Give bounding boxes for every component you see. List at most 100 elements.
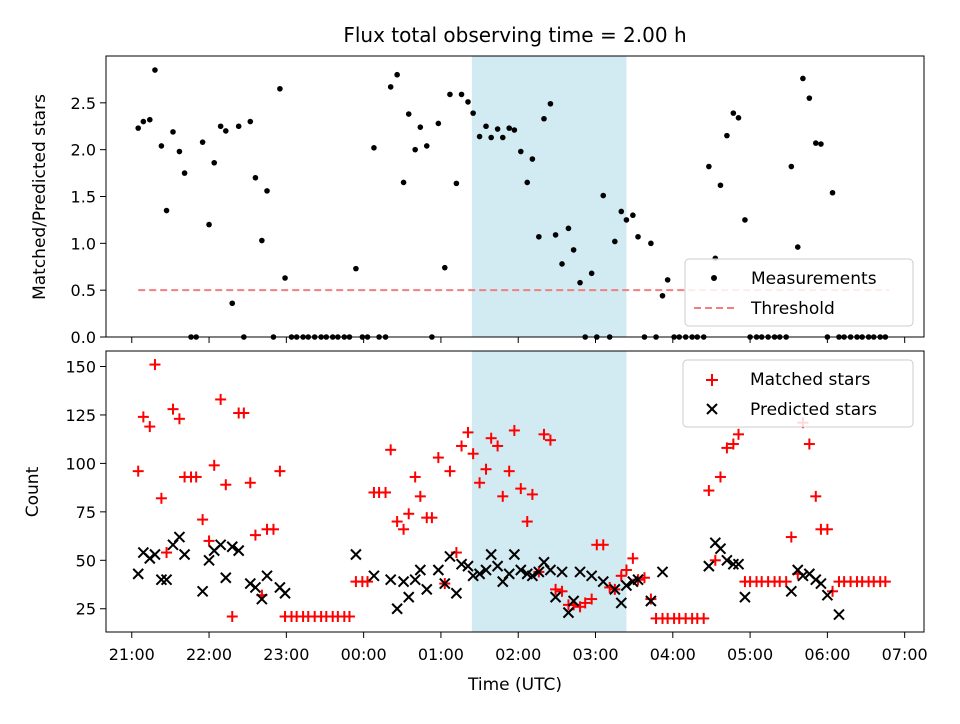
measurement-point: [387, 84, 394, 90]
measurement-point: [800, 75, 806, 82]
measurement-point: [259, 237, 265, 244]
measurement-point: [706, 163, 712, 170]
x-tick-label: 04:00: [650, 645, 696, 664]
measurement-point: [152, 67, 158, 73]
legend-measurements-label: Measurements: [751, 269, 877, 289]
matched-star-point: [620, 564, 632, 576]
predicted-star-point: [567, 595, 580, 607]
bottom-y-ticks: 25 50 75 100 125 150: [65, 358, 106, 619]
x-tick-label: 21:00: [109, 645, 155, 664]
bottom-legend: Matched stars Predicted stars: [682, 359, 914, 428]
measurement-point: [158, 143, 165, 149]
predicted-star-point: [562, 606, 575, 619]
measurement-point: [499, 134, 506, 141]
matched-star-point: [409, 471, 421, 483]
predicted-star-point: [508, 548, 521, 561]
matched-star-point: [362, 576, 374, 588]
predicted-star-point: [526, 570, 539, 582]
predicted-star-point: [450, 587, 463, 599]
measurement-point: [735, 115, 742, 121]
matched-star-point: [474, 477, 486, 489]
predicted-star-point: [645, 595, 657, 607]
measurement-point: [536, 233, 542, 240]
matched-star-point: [173, 413, 185, 425]
y-tick-label: 75: [76, 503, 96, 522]
measurement-point: [659, 292, 666, 299]
predicted-star-point: [714, 542, 727, 555]
matched-star-point: [503, 465, 515, 477]
predicted-star-point: [196, 585, 209, 598]
matched-star-point: [721, 442, 733, 454]
measurement-point: [282, 275, 288, 281]
matched-star-point: [709, 554, 721, 566]
matched-star-point: [538, 428, 550, 440]
y-tick-label: 1.0: [71, 234, 96, 253]
x-tick-label: 22:00: [186, 645, 232, 664]
matched-star-point: [879, 576, 891, 588]
matched-star-point: [544, 434, 556, 446]
predicted-star-point: [178, 548, 191, 561]
x-tick-label: 03:00: [572, 645, 618, 664]
matched-star-point: [485, 432, 497, 444]
predicted-star-point: [226, 541, 238, 553]
matched-star-point: [167, 403, 179, 415]
matched-star-point: [244, 477, 256, 489]
measurement-point: [547, 100, 554, 107]
matched-star-point: [132, 465, 144, 477]
matched-star-point: [403, 508, 415, 520]
predicted-star-point: [833, 608, 845, 621]
matched-star-point: [391, 516, 403, 528]
measurement-point: [618, 208, 625, 215]
predicted-star-point: [397, 575, 410, 588]
predicted-star-point: [721, 554, 733, 567]
matched-star-point: [521, 516, 533, 528]
measurement-point: [812, 140, 819, 146]
predicted-star-point: [249, 581, 262, 594]
predicted-star-point: [515, 564, 527, 576]
measurement-point: [206, 221, 212, 228]
predicted-star-point: [656, 566, 669, 578]
predicted-star-point: [503, 568, 515, 580]
measurement-point: [742, 217, 748, 223]
measurement-point: [223, 128, 229, 134]
measurement-point: [453, 180, 460, 187]
predicted-star-point: [214, 539, 227, 551]
matched-star-point: [161, 547, 173, 559]
predicted-star-point: [391, 603, 403, 615]
measurement-point: [506, 125, 513, 131]
top-legend: Measurements Threshold: [684, 258, 914, 327]
x-tick-label: 05:00: [727, 645, 773, 664]
predicted-star-point: [556, 566, 568, 578]
matched-star-point: [714, 471, 726, 483]
matched-star-point: [821, 523, 833, 535]
y-tick-label: 25: [76, 600, 96, 619]
predicted-star-point: [455, 558, 468, 570]
measurement-point: [394, 71, 400, 78]
measurement-point: [135, 125, 142, 131]
predicted-star-point: [421, 583, 433, 596]
matched-star-point: [215, 393, 227, 405]
measurement-point: [541, 115, 547, 122]
matched-star-point: [780, 576, 792, 588]
measurement-point: [423, 143, 430, 149]
matched-star-point: [444, 465, 456, 477]
bottom-plot-frame: [105, 350, 925, 633]
predicted-star-point: [549, 591, 562, 603]
measurement-point: [217, 123, 224, 130]
predicted-star-point: [620, 579, 633, 592]
predicted-star-point: [732, 558, 745, 570]
y-tick-label: 2.0: [71, 141, 96, 160]
measurement-point: [476, 133, 483, 140]
matched-star-point: [197, 514, 209, 526]
matched-star-point: [586, 593, 598, 605]
predicted-star-point: [632, 573, 644, 586]
top-x-ticks: [131, 337, 906, 343]
top-legend-box: [684, 258, 914, 327]
measurement-point: [730, 110, 737, 116]
matched-star-point: [515, 483, 527, 495]
matched-star-point: [137, 411, 149, 423]
predicted-star-point: [480, 564, 492, 576]
x-tick-label: 07:00: [882, 645, 928, 664]
predicted-star-point: [155, 573, 168, 586]
predicted-star-point: [261, 570, 273, 582]
